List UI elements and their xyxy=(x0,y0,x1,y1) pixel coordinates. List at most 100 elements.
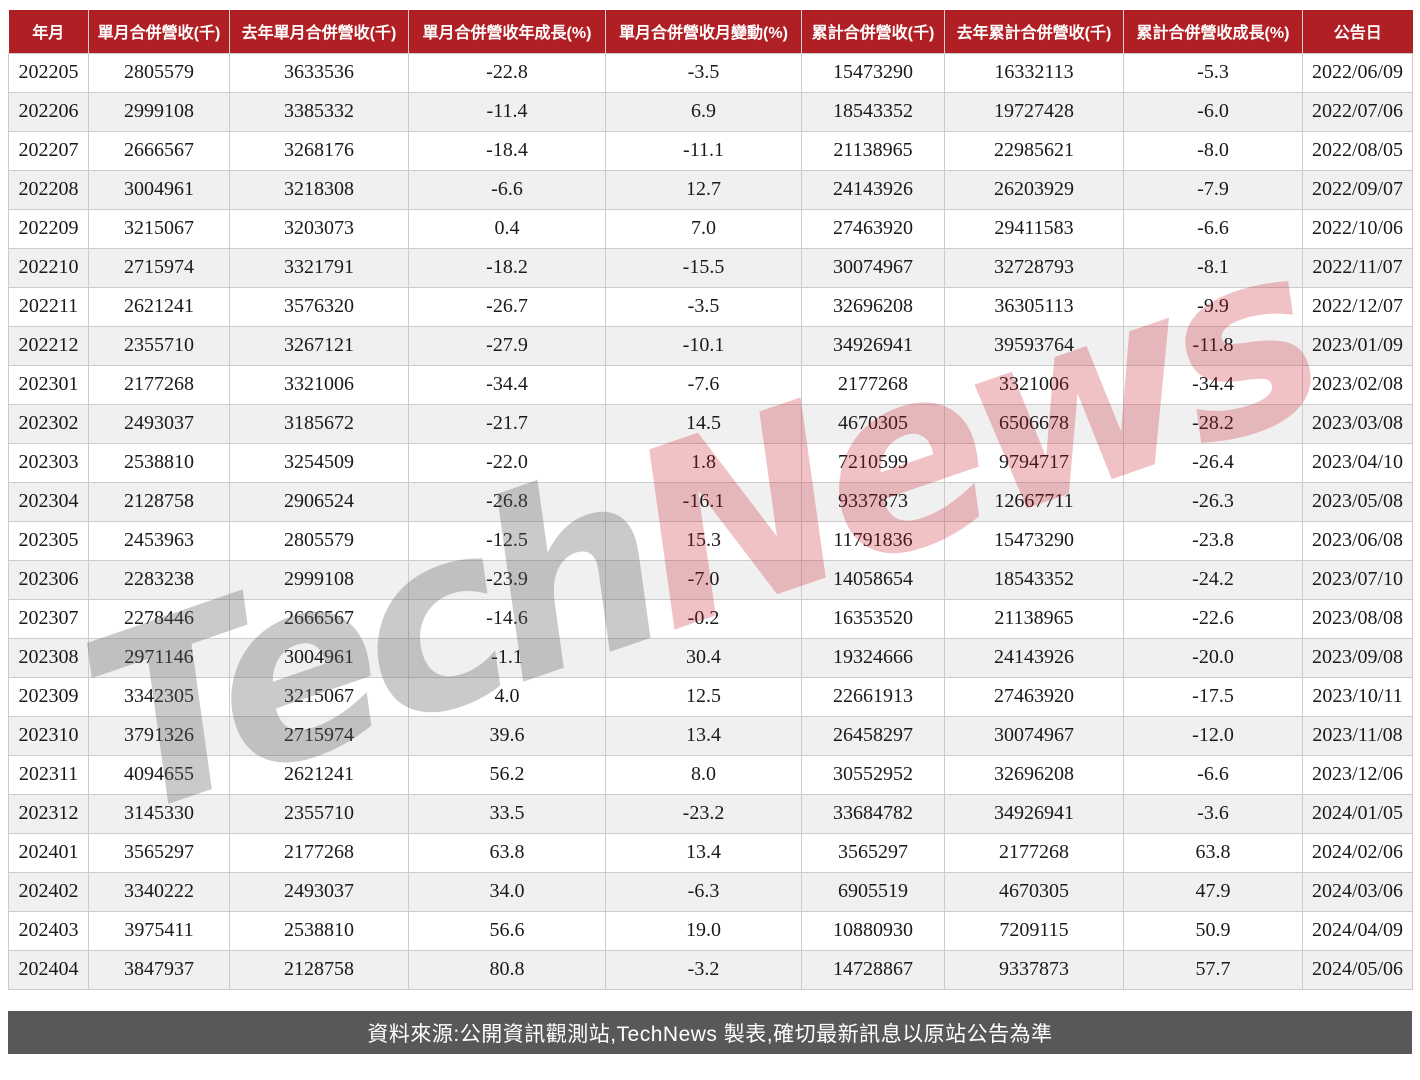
cell: -11.1 xyxy=(605,130,802,171)
cell: 3004961 xyxy=(88,169,230,210)
cell: -8.0 xyxy=(1123,130,1303,171)
cell: 2023/11/08 xyxy=(1302,715,1413,756)
cell: -15.5 xyxy=(605,247,802,288)
cell: -0.2 xyxy=(605,598,802,639)
cell: 3215067 xyxy=(88,208,230,249)
column-header: 單月合併營收年成長(%) xyxy=(408,10,606,53)
cell: 34926941 xyxy=(801,325,945,366)
cell: 2355710 xyxy=(88,325,230,366)
cell: 2022/09/07 xyxy=(1302,169,1413,210)
cell: 7.0 xyxy=(605,208,802,249)
cell: 30074967 xyxy=(801,247,945,288)
cell: 2128758 xyxy=(229,949,409,990)
cell: -23.2 xyxy=(605,793,802,834)
table-row: 202311 4094655 2621241 56.2 8.0 30552952 32696… xyxy=(8,754,1413,795)
cell: 2024/02/06 xyxy=(1302,832,1413,873)
cell: 202305 xyxy=(8,520,89,561)
cell: 2023/01/09 xyxy=(1302,325,1413,366)
cell: 33684782 xyxy=(801,793,945,834)
cell: 2128758 xyxy=(88,481,230,522)
cell: 13.4 xyxy=(605,832,802,873)
table-row: 202207 2666567 3268176 -18.4 -11.1 21138965 22… xyxy=(8,130,1413,171)
cell: 12.5 xyxy=(605,676,802,717)
cell: -28.2 xyxy=(1123,403,1303,444)
cell: 15473290 xyxy=(944,520,1124,561)
cell: 50.9 xyxy=(1123,910,1303,951)
cell: -3.5 xyxy=(605,286,802,327)
column-header: 去年單月合併營收(千) xyxy=(229,10,409,53)
cell: 3975411 xyxy=(88,910,230,951)
cell: -26.4 xyxy=(1123,442,1303,483)
cell: 26458297 xyxy=(801,715,945,756)
cell: -6.3 xyxy=(605,871,802,912)
cell: 9337873 xyxy=(944,949,1124,990)
cell: 16332113 xyxy=(944,52,1124,93)
table-row: 202309 3342305 3215067 4.0 12.5 22661913 27463… xyxy=(8,676,1413,717)
table-row: 202401 3565297 2177268 63.8 13.4 3565297 21772… xyxy=(8,832,1413,873)
cell: 3633536 xyxy=(229,52,409,93)
column-header: 單月合併營收月變動(%) xyxy=(605,10,802,53)
table-row: 202308 2971146 3004961 -1.1 30.4 19324666 2414… xyxy=(8,637,1413,678)
cell: 2023/07/10 xyxy=(1302,559,1413,600)
cell: 30552952 xyxy=(801,754,945,795)
cell: 39.6 xyxy=(408,715,606,756)
cell: 2022/12/07 xyxy=(1302,286,1413,327)
cell: 4094655 xyxy=(88,754,230,795)
cell: 11791836 xyxy=(801,520,945,561)
cell: 30.4 xyxy=(605,637,802,678)
table-row: 202301 2177268 3321006 -34.4 -7.6 2177268 3321… xyxy=(8,364,1413,405)
cell: 3254509 xyxy=(229,442,409,483)
cell: 2024/03/06 xyxy=(1302,871,1413,912)
cell: 33.5 xyxy=(408,793,606,834)
cell: -18.2 xyxy=(408,247,606,288)
cell: 7210599 xyxy=(801,442,945,483)
cell: 14.5 xyxy=(605,403,802,444)
cell: 22661913 xyxy=(801,676,945,717)
table-row: 202208 3004961 3218308 -6.6 12.7 24143926 2620… xyxy=(8,169,1413,210)
cell: 12667711 xyxy=(944,481,1124,522)
table-row: 202302 2493037 3185672 -21.7 14.5 4670305 6506… xyxy=(8,403,1413,444)
cell: 4.0 xyxy=(408,676,606,717)
cell: 202206 xyxy=(8,91,89,132)
cell: 10880930 xyxy=(801,910,945,951)
cell: 2493037 xyxy=(88,403,230,444)
cell: 2453963 xyxy=(88,520,230,561)
cell: 2177268 xyxy=(88,364,230,405)
cell: 202404 xyxy=(8,949,89,990)
column-header: 累計合併營收(千) xyxy=(801,10,945,53)
table-row: 202402 3340222 2493037 34.0 -6.3 6905519 46703… xyxy=(8,871,1413,912)
cell: 2715974 xyxy=(229,715,409,756)
cell: 3791326 xyxy=(88,715,230,756)
cell: 7209115 xyxy=(944,910,1124,951)
cell: 2024/04/09 xyxy=(1302,910,1413,951)
cell: 3565297 xyxy=(801,832,945,873)
cell: 63.8 xyxy=(408,832,606,873)
table-body: 202205 2805579 3633536 -22.8 -3.5 15473290 163… xyxy=(8,52,1413,990)
cell: 202211 xyxy=(8,286,89,327)
cell: 2023/06/08 xyxy=(1302,520,1413,561)
cell: 3268176 xyxy=(229,130,409,171)
cell: 202402 xyxy=(8,871,89,912)
cell: -20.0 xyxy=(1123,637,1303,678)
cell: 2177268 xyxy=(229,832,409,873)
cell: 2621241 xyxy=(229,754,409,795)
cell: 202309 xyxy=(8,676,89,717)
cell: 202302 xyxy=(8,403,89,444)
cell: -12.0 xyxy=(1123,715,1303,756)
cell: -34.4 xyxy=(408,364,606,405)
cell: 2023/04/10 xyxy=(1302,442,1413,483)
cell: 2024/01/05 xyxy=(1302,793,1413,834)
cell: 4670305 xyxy=(801,403,945,444)
cell: 3576320 xyxy=(229,286,409,327)
cell: 24143926 xyxy=(801,169,945,210)
cell: 3267121 xyxy=(229,325,409,366)
cell: 202205 xyxy=(8,52,89,93)
cell: 2023/09/08 xyxy=(1302,637,1413,678)
cell: 202306 xyxy=(8,559,89,600)
cell: 4670305 xyxy=(944,871,1124,912)
cell: -12.5 xyxy=(408,520,606,561)
cell: 3847937 xyxy=(88,949,230,990)
cell: -23.8 xyxy=(1123,520,1303,561)
cell: 34.0 xyxy=(408,871,606,912)
